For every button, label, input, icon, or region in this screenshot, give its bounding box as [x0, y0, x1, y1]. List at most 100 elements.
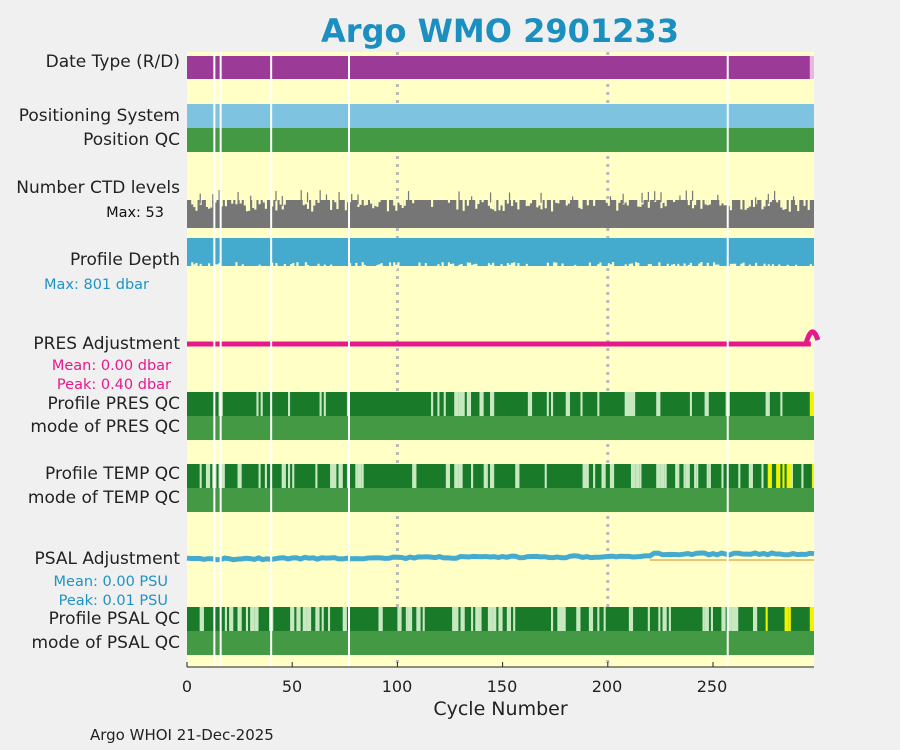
row-label-psal-adjustment: PSAL Adjustment: [34, 549, 180, 569]
x-tick-label: 200: [591, 677, 623, 696]
depth-bar-notch: [748, 264, 751, 270]
qc-cell-profpres: [597, 392, 600, 416]
ctd-bar-notch: [376, 200, 379, 207]
ctd-bar-spike: [300, 190, 302, 201]
depth-bar-notch: [511, 262, 514, 268]
qc-cell-profpres: [443, 392, 446, 416]
ctd-bar-notch: [334, 200, 337, 203]
row-label-profile-pres-qc: Profile PRES QC: [47, 394, 180, 414]
qc-cell-proftemp: [355, 464, 358, 488]
depth-bar-notch: [763, 263, 766, 269]
ctd-bar-notch: [317, 200, 320, 203]
depth-bar-notch: [809, 264, 812, 270]
ctd-bar-notch: [544, 200, 547, 209]
ctd-bar-spike: [508, 192, 511, 203]
band-posqc: [187, 128, 814, 152]
ctd-bar-notch: [386, 200, 389, 212]
depth-bar-notch: [637, 263, 640, 269]
depth-bar-notch: [317, 263, 320, 269]
qc-cell-profpres: [689, 392, 692, 416]
qc-cell-proftemp: [801, 464, 804, 488]
psal-adjustment-mean: Mean: 0.00 PSU: [53, 574, 168, 590]
qc-cell-profpres: [704, 392, 709, 416]
depth-bar-notch: [458, 264, 461, 270]
qc-cell-profpres: [628, 392, 631, 416]
ctd-bar-notch: [607, 200, 610, 206]
qc-cell-end-proftemp: [811, 464, 814, 488]
depth-bar-notch: [500, 264, 503, 270]
ctd-levels-max: Max: 53: [106, 205, 164, 221]
qc-cell-proftemp: [258, 464, 261, 488]
ctd-bar-notch: [673, 200, 676, 203]
qc-cell-profpres: [780, 392, 783, 416]
depth-bar-notch: [588, 262, 591, 268]
ctd-bar-notch: [769, 200, 772, 203]
band-possys: [187, 104, 814, 128]
qc-cell-proftemp: [767, 464, 772, 488]
ctd-bar-spike: [237, 191, 239, 202]
depth-bar-notch: [624, 264, 627, 270]
depth-bar-notch: [355, 262, 358, 268]
row-label-date-type: Date Type (R/D): [45, 52, 180, 72]
row-label-mode-pres-qc: mode of PRES QC: [30, 417, 180, 437]
qc-cell-proftemp: [721, 464, 724, 488]
depth-bar-notch: [767, 264, 770, 270]
ctd-bar-notch: [527, 200, 530, 206]
x-tick-label: 250: [696, 677, 728, 696]
ctd-bar-notch: [466, 200, 469, 206]
depth-bar-notch: [271, 262, 274, 268]
ctd-bar-spike: [767, 193, 769, 204]
qc-cell-proftemp: [332, 464, 337, 488]
ctd-bar-notch: [262, 200, 265, 203]
row-label-profile-psal-qc: Profile PSAL QC: [48, 609, 180, 629]
depth-bar-notch: [492, 262, 495, 268]
qc-cell-profpres: [460, 392, 465, 416]
ctd-bar-notch: [378, 200, 381, 203]
ctd-bar-notch: [235, 200, 238, 205]
depth-bar-notch: [388, 262, 392, 268]
band-modetemp: [187, 488, 814, 512]
qc-cell-profpsal: [454, 607, 459, 631]
ctd-bar-notch: [580, 200, 583, 210]
ctd-bar-notch: [784, 200, 787, 210]
depth-bar-notch: [468, 262, 472, 268]
qc-cell-profpsal: [721, 607, 726, 631]
ctd-bar-notch: [626, 200, 629, 206]
depth-bar-notch: [306, 264, 310, 270]
depth-bar-notch: [395, 264, 398, 270]
qc-cell-profpres: [260, 392, 263, 416]
ctd-bar-notch: [748, 200, 751, 207]
ctd-bar-notch: [403, 200, 406, 206]
depth-bar-notch: [742, 262, 745, 268]
ctd-bar-notch: [475, 200, 478, 209]
ctd-bar-notch: [694, 200, 697, 205]
qc-cell-proftemp: [584, 464, 589, 488]
ctd-bar-notch: [529, 200, 533, 204]
gap-cycle-16: [219, 52, 222, 667]
ctd-bar-notch: [336, 200, 339, 210]
depth-bar-notch: [612, 262, 615, 268]
ctd-bar-notch: [363, 200, 366, 206]
depth-bar-notch: [471, 264, 474, 270]
depth-bar-notch: [607, 263, 610, 269]
qc-cell-profpres: [624, 392, 629, 416]
depth-bar-notch: [475, 263, 478, 269]
ctd-bar-notch: [401, 200, 404, 209]
qc-cell-profpsal: [475, 607, 480, 631]
depth-bar-notch: [555, 262, 558, 268]
ctd-bar-notch: [761, 200, 764, 210]
depth-bar-notch: [275, 263, 278, 269]
ctd-bar-spike: [647, 191, 649, 202]
qc-cell-profpsal: [327, 607, 331, 631]
ctd-bar-notch: [797, 200, 800, 212]
depth-bar-notch: [323, 264, 326, 270]
qc-cell-profpsal: [296, 607, 299, 631]
ctd-bar-notch: [193, 200, 196, 208]
ctd-bar-notch: [740, 200, 743, 210]
ctd-bar-notch: [776, 200, 779, 203]
ctd-bar-notch: [498, 200, 501, 211]
ctd-bar-notch: [264, 200, 267, 209]
depth-bar-notch: [630, 263, 634, 269]
ctd-bar-notch: [245, 200, 249, 212]
qc-cell-profpsal: [380, 607, 383, 631]
